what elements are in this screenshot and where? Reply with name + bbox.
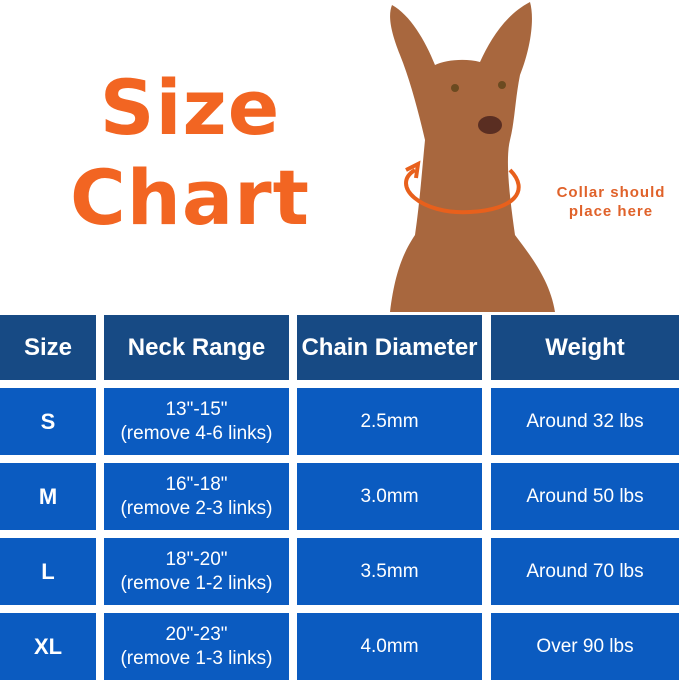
neck-range: 20"-23" (165, 623, 228, 645)
cell-neck-range: 18"-20" (remove 1-2 links) (104, 538, 289, 605)
cell-size: S (0, 388, 96, 455)
header-size: Size (0, 315, 96, 380)
cell-size: M (0, 463, 96, 530)
title-size: Size (99, 63, 281, 152)
header-chain-diameter: Chain Diameter (297, 315, 482, 380)
cell-diameter: 3.0mm (297, 463, 482, 530)
collar-placement-note: Collar should place here (556, 184, 666, 220)
links-note: (remove 4-6 links) (120, 422, 273, 444)
dog-photo (390, 2, 555, 312)
cell-weight: Around 32 lbs (491, 388, 679, 455)
header-weight: Weight (491, 315, 679, 380)
header-neck-range: Neck Range (104, 315, 289, 380)
title-chart: Chart (70, 153, 310, 242)
cell-weight: Around 50 lbs (491, 463, 679, 530)
cell-diameter: 3.5mm (297, 538, 482, 605)
links-note: (remove 1-2 links) (120, 572, 273, 594)
cell-weight: Around 70 lbs (491, 538, 679, 605)
neck-range: 18"-20" (165, 548, 228, 570)
cell-neck-range: 13"-15" (remove 4-6 links) (104, 388, 289, 455)
links-note: (remove 2-3 links) (120, 497, 273, 519)
cell-neck-range: 20"-23" (remove 1-3 links) (104, 613, 289, 680)
links-note: (remove 1-3 links) (120, 647, 273, 669)
cell-size: L (0, 538, 96, 605)
cell-diameter: 4.0mm (297, 613, 482, 680)
cell-weight: Over 90 lbs (491, 613, 679, 680)
neck-range: 16"-18" (165, 473, 228, 495)
neck-range: 13"-15" (165, 398, 228, 420)
cell-diameter: 2.5mm (297, 388, 482, 455)
cell-neck-range: 16"-18" (remove 2-3 links) (104, 463, 289, 530)
cell-size: XL (0, 613, 96, 680)
